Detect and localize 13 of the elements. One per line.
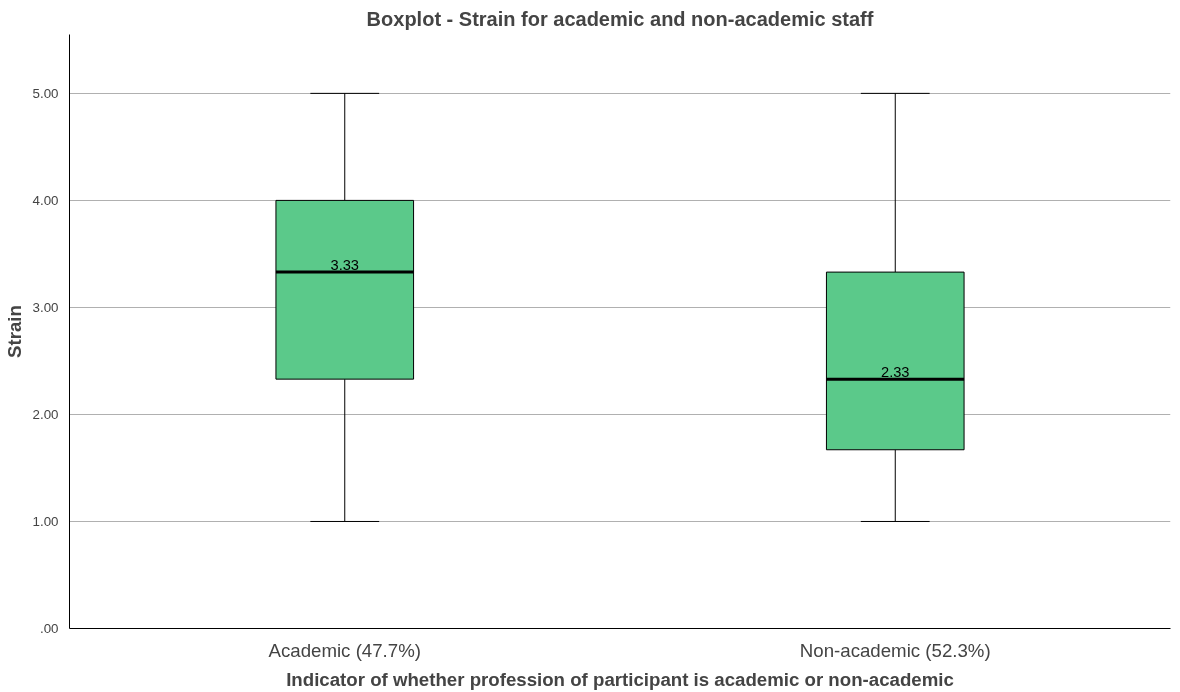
annotation: 3.33 [330,257,360,274]
y-axis-title: Strain [3,305,25,358]
y-tick-label: 1.00 [32,513,59,529]
annotation: 2.33 [880,364,910,381]
y-tick-label: 2.00 [32,406,59,422]
x-axis-title: Indicator of whether profession of participant is academic or non-academic [286,668,954,690]
chart-title: Boxplot - Strain for academic and non-academic staff [366,7,874,30]
y-tick-label: .00 [39,621,59,636]
y-tick-label: 5.00 [32,85,59,101]
y-tick-label: 3.00 [32,299,59,315]
x-tick-label: Non-academic (52.3%) [799,639,991,661]
x-tick-label: Academic (47.7%) [268,639,421,661]
y-tick-label: 4.00 [32,192,59,208]
